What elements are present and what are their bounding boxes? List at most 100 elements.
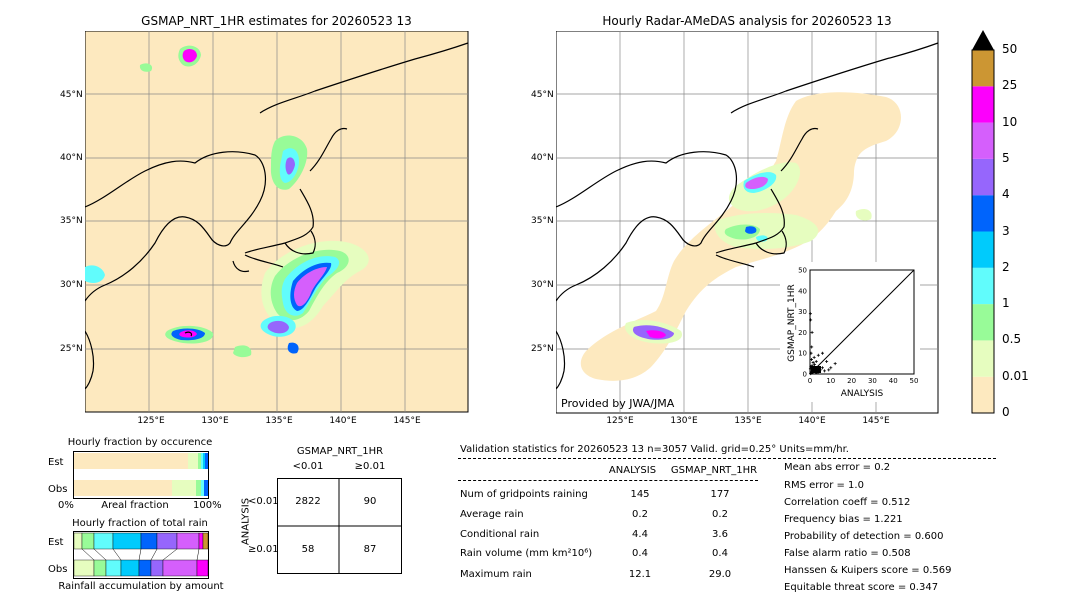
contingency-cell-a: 2822 [295, 496, 321, 507]
scatter-xlabel: ANALYSIS [840, 389, 884, 399]
validation-col-divider [458, 480, 758, 481]
colorbar-swatch-0 [972, 376, 994, 413]
right-lat-45: 45°N [531, 90, 554, 100]
scatter-point-14 [820, 366, 824, 370]
tot-est-seg-5 [156, 532, 178, 550]
colorbar-swatch-9 [972, 50, 994, 87]
contingency-cell-b: 90 [363, 496, 377, 507]
score-6: Hanssen & Kuipers score = 0.569 [784, 565, 952, 576]
left-lon-130: 130°E [201, 416, 229, 426]
scatter-ytick-4: 40 [798, 287, 807, 295]
right-lon-140: 140°E [798, 416, 826, 426]
validation-col-gsmap: GSMAP_NRT_1HR [670, 465, 758, 476]
provided-by-label: Provided by JWA/JMA [561, 397, 675, 410]
tot-est-seg-4 [140, 532, 158, 550]
colorbar-frame [971, 49, 995, 414]
left-map-title: GSMAP_NRT_1HR estimates for 20260523 13 [141, 14, 412, 28]
validation-col-analysis: ANALYSIS [608, 465, 657, 476]
colorbar-swatch-1 [972, 340, 994, 377]
occurrence-obs-label: Obs [48, 484, 68, 495]
colorbar-label-10: 50 [1002, 42, 1018, 56]
scatter-point-28 [820, 351, 824, 355]
right-lon-130: 130°E [670, 416, 698, 426]
stat-gsmap-2: 3.6 [712, 529, 728, 540]
scatter-point-17 [827, 368, 831, 372]
stat-gsmap-4: 29.0 [708, 569, 732, 580]
score-7: Equitable threat score = 0.347 [784, 582, 939, 593]
contingency-col-lt: <0.01 [292, 461, 324, 472]
total-rain-bars [73, 531, 209, 579]
left-lon-145: 145°E [393, 416, 421, 426]
scatter-point-18 [829, 366, 833, 370]
rainfall-footer: Rainfall accumulation by amount [58, 581, 224, 592]
colorbar-label-5: 3 [1002, 223, 1010, 238]
occ-est-seg-1 [188, 453, 198, 469]
contingency-cell-d: 87 [363, 544, 377, 555]
contingency-grid [277, 478, 402, 574]
occ-obs-seg-4 [204, 480, 208, 496]
validation-divider [458, 458, 996, 459]
colorbar-label-9: 25 [1002, 78, 1018, 93]
scatter-xtick-2: 20 [847, 377, 856, 385]
score-4: Probability of detection = 0.600 [784, 531, 944, 542]
right-lat-30: 30°N [531, 280, 554, 290]
stat-label-2: Conditional rain [460, 529, 540, 540]
occ-obs-seg-1 [172, 480, 196, 496]
left-lat-35: 35°N [60, 216, 83, 226]
occ-est-seg-5 [205, 453, 208, 469]
score-5: False alarm ratio = 0.508 [784, 548, 911, 559]
colorbar-labels: 0 0.01 0.5 1 2 3 4 5 10 25 50 [1000, 28, 1060, 419]
scatter-point-19 [833, 362, 837, 366]
scatter-points [808, 312, 837, 376]
occ-est-seg-0 [74, 453, 188, 469]
tot-est-seg-8 [202, 532, 209, 550]
right-map [556, 31, 939, 414]
colorbar-swatch-4 [972, 231, 994, 268]
stat-gsmap-0: 177 [710, 489, 730, 500]
colorbar-label-3: 1 [1002, 296, 1010, 311]
score-2: Correlation coeff = 0.512 [784, 497, 911, 508]
colorbar-extend-arrow [972, 30, 994, 50]
occurrence-est-label: Est [48, 457, 64, 468]
colorbar-swatch-6 [972, 158, 994, 196]
occ-obs-seg-3 [201, 480, 204, 496]
scatter-point-26 [816, 353, 820, 357]
scatter-xtick-0: 0 [808, 377, 812, 385]
tot-obs-seg-1 [93, 559, 107, 577]
colorbar-swatch-2 [972, 304, 994, 341]
tot-est-seg-3 [112, 532, 142, 550]
scatter-point-22 [810, 330, 814, 334]
stat-label-1: Average rain [460, 509, 524, 520]
scatter-point-24 [812, 355, 816, 359]
left-lon-125: 125°E [137, 416, 165, 426]
occurrence-bars [73, 451, 209, 499]
left-lat-30: 30°N [60, 280, 83, 290]
scatter-ytick-0: 0 [803, 371, 807, 379]
occurrence-title: Hourly fraction by occurence [67, 437, 213, 448]
stat-label-0: Num of gridpoints raining [460, 489, 588, 500]
contingency-cell-c: 58 [301, 544, 315, 555]
left-map [85, 31, 469, 413]
stat-analysis-4: 12.1 [628, 569, 652, 580]
left-lon-135: 135°E [265, 416, 293, 426]
stat-analysis-3: 0.4 [632, 548, 648, 559]
scatter-point-25 [814, 360, 818, 364]
colorbar-label-4: 2 [1002, 259, 1010, 274]
colorbar-label-1: 0.01 [1002, 368, 1029, 383]
stat-label-4: Maximum rain [460, 569, 532, 580]
tot-obs-seg-6 [162, 559, 198, 577]
left-rain-areas [85, 45, 369, 358]
contingency-row-ge: ≥0.01 [248, 544, 279, 555]
right-lon-125: 125°E [606, 416, 634, 426]
tot-obs-seg-3 [120, 559, 140, 577]
areal-axis-left: 0% [58, 500, 74, 511]
stat-label-3: Rain volume (mm km²10⁶) [460, 548, 593, 559]
areal-axis-right: 100% [193, 500, 222, 511]
scatter-origin-cluster [811, 366, 821, 373]
stat-analysis-2: 4.4 [632, 529, 648, 540]
score-3: Frequency bias = 1.221 [784, 514, 903, 525]
occ-est-seg-2 [198, 453, 201, 469]
left-lat-45: 45°N [60, 90, 83, 100]
right-lon-145: 145°E [862, 416, 890, 426]
score-1: RMS error = 1.0 [784, 480, 864, 491]
